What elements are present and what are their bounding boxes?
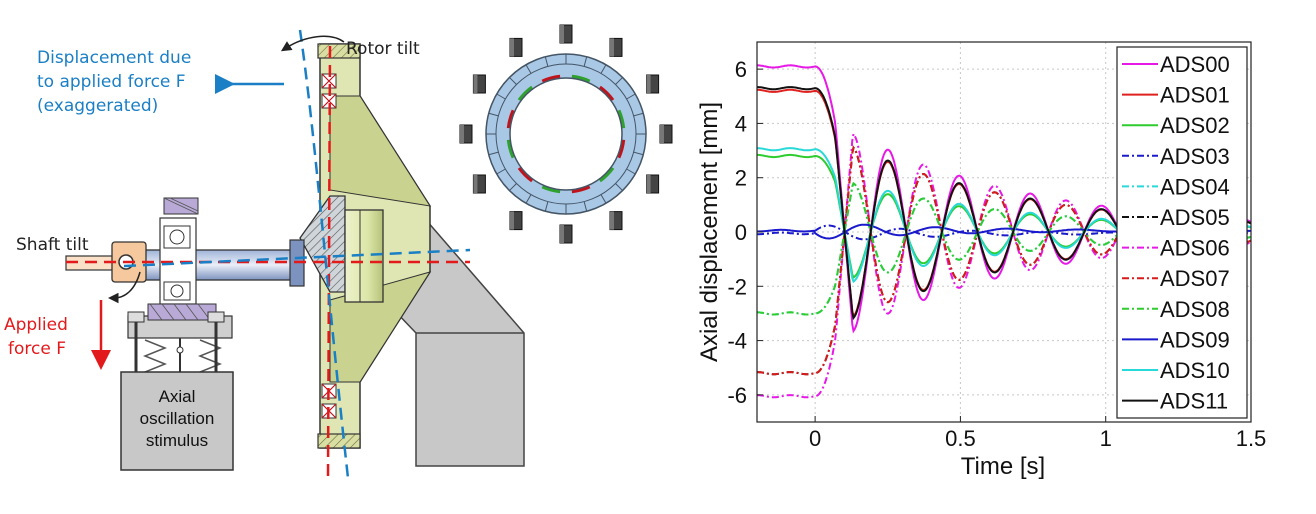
legend-label: ADS03 — [1160, 144, 1230, 169]
legend-box — [1116, 46, 1248, 419]
y-axis-label: Axial displacement [mm] — [696, 102, 723, 362]
sensor-icon — [559, 24, 573, 44]
sensor-icon — [459, 124, 473, 144]
displacement-label-line-2: to applied force F — [37, 72, 186, 92]
x-axis-label: Time [s] — [961, 453, 1045, 480]
legend-label: ADS00 — [1160, 52, 1230, 77]
y-tick-label: -4 — [727, 329, 747, 354]
legend-label: ADS04 — [1160, 174, 1230, 199]
x-tick-label: 0.5 — [945, 426, 976, 451]
rotor-disk — [299, 43, 432, 449]
sensor-icon — [472, 74, 486, 94]
legend-label: ADS08 — [1160, 297, 1230, 322]
chart-ticks: 0 0.5 1 1.5 -6 -4 -2 0 2 4 6 — [727, 57, 1266, 451]
stimulus-label-line-1: Axial — [159, 387, 196, 406]
displacement-label-line-1: Displacement due — [37, 48, 191, 68]
sensor-icon — [659, 124, 673, 144]
sensor-icon — [646, 74, 660, 94]
sensor-icon — [646, 174, 660, 194]
legend-label: ADS06 — [1160, 236, 1230, 261]
legend-label: ADS11 — [1160, 389, 1228, 414]
series-line-ads07 — [757, 145, 1251, 376]
sensor-icon — [559, 224, 573, 244]
legend-label: ADS09 — [1160, 327, 1230, 352]
x-tick-label: 1 — [1100, 426, 1112, 451]
rotor-tilt-label: Rotor tilt — [346, 39, 420, 59]
y-tick-label: 6 — [735, 57, 747, 82]
stator-ring — [459, 24, 673, 244]
y-tick-label: 0 — [735, 220, 747, 245]
x-tick-label: 1.5 — [1236, 426, 1267, 451]
shaft-tilt-label: Shaft tilt — [16, 235, 89, 255]
applied-force-label-line-2: force F — [8, 339, 66, 359]
chart-legend: ADS00 ADS01 ADS02 ADS03 ADS04 ADS05 ADS06 ADS07… — [1116, 46, 1248, 419]
applied-force-label-line-1: Applied — [4, 315, 68, 335]
legend-label: ADS02 — [1160, 113, 1230, 138]
displacement-label-line-3: (exaggerated) — [37, 96, 158, 116]
x-tick-label: 0 — [809, 426, 821, 451]
sensor-icon — [609, 211, 623, 231]
mechanical-diagram: Displacement due to applied force F (exa… — [4, 24, 673, 479]
y-tick-label: 4 — [735, 111, 747, 136]
legend-label: ADS01 — [1160, 83, 1230, 108]
y-tick-label: -6 — [727, 383, 747, 408]
stimulus-fixture — [120, 303, 234, 471]
legend-label: ADS05 — [1160, 205, 1230, 230]
stimulus-label-line-2: oscillation — [140, 409, 215, 428]
chart: 0 0.5 1 1.5 -6 -4 -2 0 2 4 6 Time [s] Axial displa… — [696, 41, 1266, 480]
sensor-icon — [609, 37, 623, 57]
stimulus-label-line-3: stimulus — [146, 431, 208, 450]
legend-label: ADS07 — [1160, 266, 1230, 291]
legend-label: ADS10 — [1160, 358, 1230, 383]
sensor-icon — [509, 37, 523, 57]
shaft — [65, 197, 305, 305]
sensor-icon — [472, 174, 486, 194]
y-tick-label: 2 — [735, 166, 747, 191]
stator-inner — [509, 77, 623, 191]
sensor-icon — [509, 211, 523, 231]
y-tick-label: -2 — [727, 274, 747, 299]
